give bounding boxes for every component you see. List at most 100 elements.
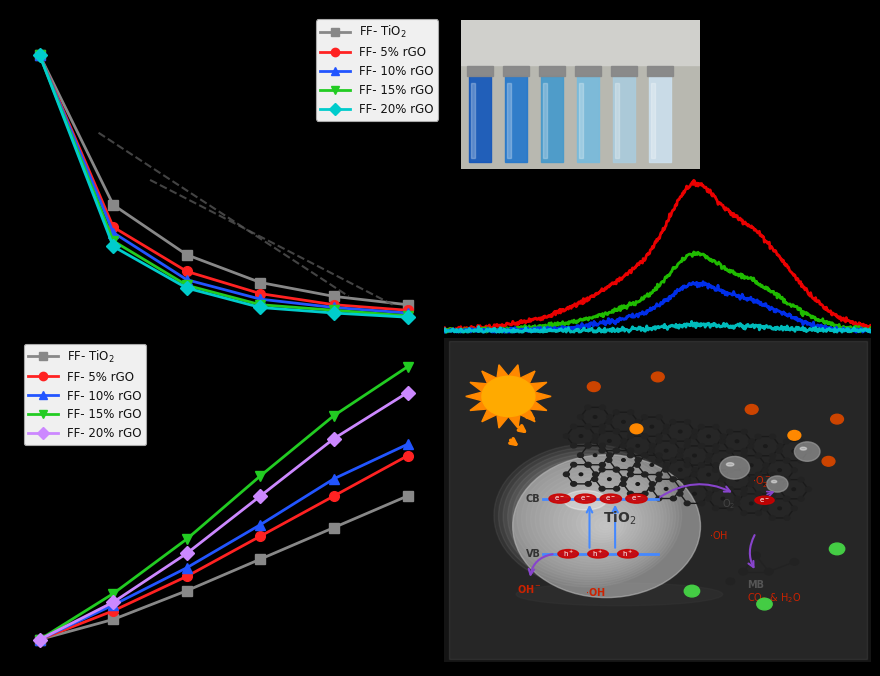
Circle shape <box>613 467 620 472</box>
Circle shape <box>621 477 627 481</box>
Circle shape <box>678 468 682 471</box>
Circle shape <box>822 456 835 466</box>
Circle shape <box>749 439 754 443</box>
Circle shape <box>642 453 648 458</box>
Circle shape <box>791 468 797 473</box>
Circle shape <box>664 425 670 429</box>
Circle shape <box>613 448 620 453</box>
Circle shape <box>627 491 634 496</box>
Circle shape <box>720 439 725 443</box>
Circle shape <box>571 443 576 448</box>
Circle shape <box>685 463 690 467</box>
Circle shape <box>783 477 789 482</box>
Circle shape <box>517 461 666 575</box>
Text: TiO$_2$: TiO$_2$ <box>603 510 636 527</box>
Circle shape <box>699 443 705 448</box>
Text: h$^+$: h$^+$ <box>562 549 574 559</box>
Circle shape <box>606 458 612 462</box>
Circle shape <box>734 463 740 468</box>
Circle shape <box>531 471 657 567</box>
Circle shape <box>585 425 590 429</box>
Circle shape <box>685 501 690 506</box>
Circle shape <box>693 454 696 457</box>
Circle shape <box>734 501 740 506</box>
Circle shape <box>699 482 705 487</box>
Circle shape <box>755 434 761 439</box>
Circle shape <box>829 543 845 555</box>
Circle shape <box>635 420 641 424</box>
Circle shape <box>503 451 676 582</box>
Circle shape <box>685 420 691 425</box>
Circle shape <box>649 448 655 453</box>
Circle shape <box>581 508 624 540</box>
Circle shape <box>606 420 612 424</box>
Circle shape <box>777 482 783 487</box>
Circle shape <box>692 468 698 472</box>
Circle shape <box>699 501 705 506</box>
Circle shape <box>606 453 612 458</box>
Circle shape <box>599 448 605 453</box>
Circle shape <box>627 448 634 453</box>
Circle shape <box>706 491 712 496</box>
Text: CB: CB <box>525 493 540 504</box>
Circle shape <box>585 405 590 410</box>
Text: e$^-$: e$^-$ <box>554 494 565 503</box>
Circle shape <box>663 429 669 434</box>
Circle shape <box>721 459 724 462</box>
Circle shape <box>604 525 608 527</box>
Circle shape <box>707 435 710 438</box>
Text: VB: VB <box>525 549 540 559</box>
Circle shape <box>651 372 664 382</box>
Circle shape <box>591 477 598 481</box>
Circle shape <box>599 462 605 467</box>
Circle shape <box>770 434 775 439</box>
Circle shape <box>664 487 668 490</box>
Circle shape <box>755 473 761 477</box>
Circle shape <box>606 414 612 419</box>
Circle shape <box>755 491 761 496</box>
Text: e$^-$: e$^-$ <box>605 494 616 503</box>
Circle shape <box>784 477 790 482</box>
Circle shape <box>705 496 711 501</box>
Circle shape <box>558 491 639 552</box>
Circle shape <box>778 468 781 471</box>
Text: h$^+$: h$^+$ <box>592 549 604 559</box>
Circle shape <box>627 453 634 458</box>
Circle shape <box>805 487 811 491</box>
Circle shape <box>656 453 662 458</box>
Circle shape <box>650 464 654 466</box>
Circle shape <box>769 496 775 501</box>
Circle shape <box>535 474 654 564</box>
Circle shape <box>798 439 804 443</box>
Circle shape <box>568 498 633 548</box>
Ellipse shape <box>600 494 621 503</box>
Circle shape <box>599 405 605 410</box>
Circle shape <box>699 463 704 467</box>
Circle shape <box>671 458 677 462</box>
Circle shape <box>713 425 719 429</box>
Circle shape <box>741 454 747 458</box>
Circle shape <box>762 468 768 473</box>
Circle shape <box>663 468 669 472</box>
Circle shape <box>764 483 767 485</box>
Circle shape <box>577 453 583 458</box>
Circle shape <box>630 424 643 434</box>
Circle shape <box>613 487 620 491</box>
Circle shape <box>621 459 625 461</box>
Circle shape <box>577 414 583 419</box>
Circle shape <box>563 434 569 438</box>
Circle shape <box>591 439 598 443</box>
Circle shape <box>642 434 648 439</box>
Ellipse shape <box>755 496 774 504</box>
Circle shape <box>494 444 682 587</box>
Circle shape <box>805 449 811 454</box>
Text: $\cdot$O$_2^-$: $\cdot$O$_2^-$ <box>752 474 771 489</box>
Circle shape <box>599 487 605 491</box>
Circle shape <box>670 439 676 443</box>
Circle shape <box>590 514 618 535</box>
Circle shape <box>670 458 676 462</box>
Circle shape <box>784 516 790 521</box>
Circle shape <box>764 445 767 448</box>
Circle shape <box>735 496 740 501</box>
Circle shape <box>642 473 648 477</box>
